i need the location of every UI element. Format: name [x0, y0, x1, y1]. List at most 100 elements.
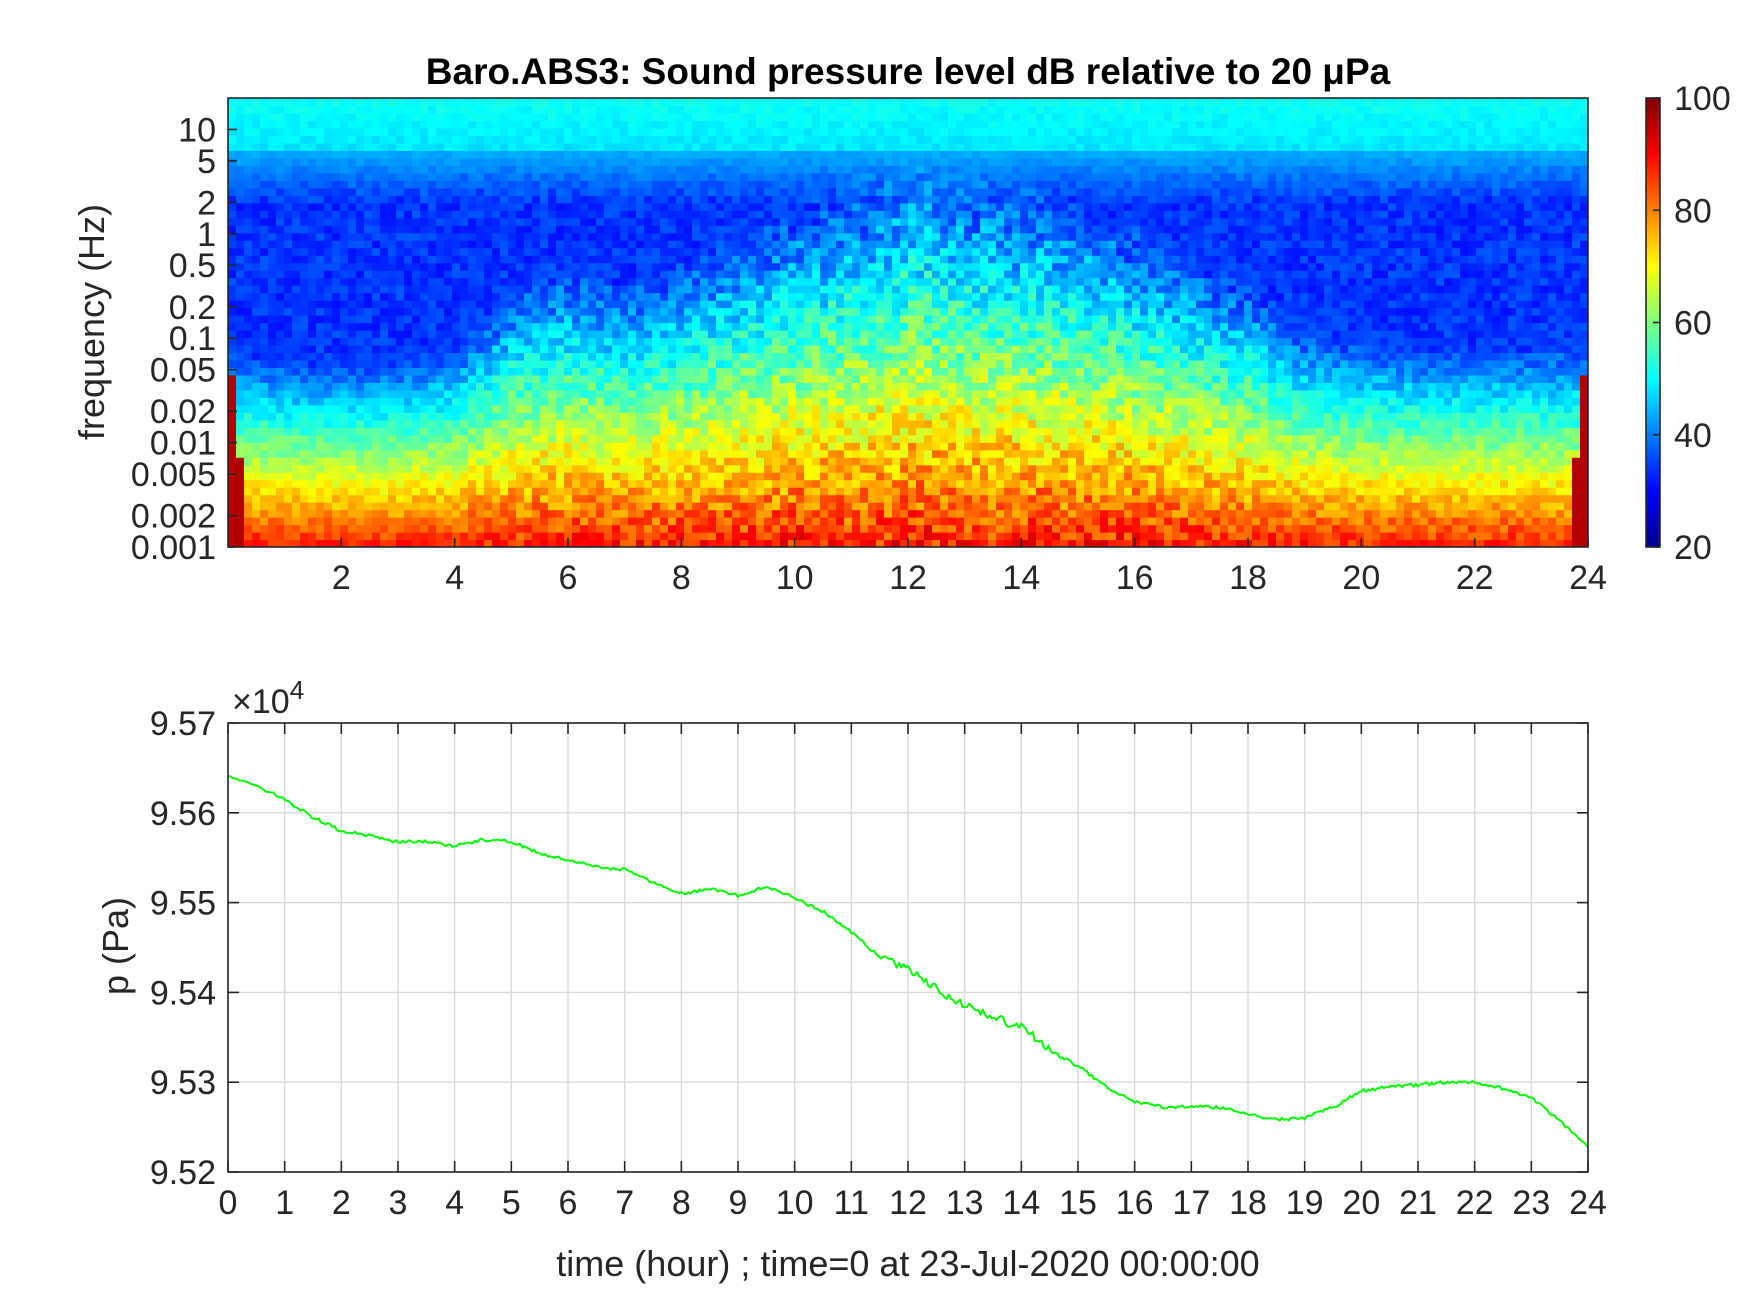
spectrogram-cell: [588, 292, 597, 301]
spectrogram-cell: [380, 502, 389, 511]
spectrogram-cell: [796, 247, 805, 256]
spectrogram-cell: [540, 300, 549, 309]
spectrogram-cell: [452, 202, 461, 211]
spectrogram-cell: [740, 322, 749, 331]
spectrogram-cell: [628, 225, 637, 234]
spectrogram-cell: [532, 232, 541, 241]
spectrogram-cell: [364, 449, 373, 458]
spectrogram-cell: [820, 270, 829, 279]
spectrogram-cell: [300, 337, 309, 346]
spectrogram-cell: [540, 502, 549, 511]
spectrogram-cell: [604, 127, 613, 137]
spectrogram-cell: [700, 240, 709, 249]
spectrogram-cell: [748, 172, 757, 181]
spectrogram-cell: [236, 202, 245, 211]
spectrogram-cell: [436, 337, 445, 346]
spectrogram-cell: [348, 479, 357, 488]
spectrogram-cell: [828, 98, 837, 107]
spectrogram-cell: [724, 240, 733, 249]
spectrogram-cell: [420, 270, 429, 279]
spectrogram-cell: [884, 442, 893, 451]
spectrogram-cell: [332, 397, 341, 406]
spectrogram-cell: [348, 142, 357, 151]
spectrogram-cell: [420, 479, 429, 488]
spectrogram-cell: [652, 539, 661, 547]
spectrogram-cell: [660, 434, 669, 443]
spectrogram-cell: [596, 532, 605, 541]
spectrogram-cell: [348, 374, 357, 383]
spectrogram-cell: [268, 397, 277, 406]
spectrogram-cell: [852, 374, 861, 383]
spectrogram-cell: [292, 352, 301, 361]
spectrogram-cell: [500, 517, 509, 526]
spectrogram-cell: [620, 300, 629, 309]
spectrogram-cell: [692, 300, 701, 309]
spectrogram-cell: [884, 300, 893, 309]
spectrogram-cell: [268, 374, 277, 383]
spectrogram-cell: [804, 98, 813, 107]
spectrogram-cell: [868, 524, 877, 533]
spectrogram-cell: [732, 285, 741, 294]
spectrogram-cell: [228, 517, 237, 526]
spectrogram-cell: [452, 240, 461, 249]
spectrogram-cell: [636, 427, 645, 436]
spectrogram-cell: [836, 397, 845, 406]
spectrogram-cell: [484, 195, 493, 204]
spectrogram-cell: [372, 427, 381, 436]
spectrogram-cell: [252, 442, 261, 451]
spectrogram-cell: [276, 517, 285, 526]
spectrogram-cell: [604, 165, 613, 174]
spectrogram-cell: [516, 105, 525, 114]
spectrogram-cell: [676, 427, 685, 436]
spectrogram-cell: [548, 150, 557, 159]
spectrogram-cell: [708, 434, 717, 443]
spectrogram-cell: [764, 329, 773, 339]
spectrogram-cell: [436, 195, 445, 204]
spectrogram-cell: [860, 120, 869, 129]
spectrogram-cell: [676, 300, 685, 309]
spectrogram-cell: [740, 337, 749, 346]
spectrogram-cell: [572, 442, 581, 451]
spectrogram-cell: [492, 419, 501, 428]
spectrogram-cell: [628, 247, 637, 256]
spectrogram-cell: [348, 404, 357, 413]
spectrogram-cell: [340, 120, 349, 129]
spectrogram-cell: [292, 449, 301, 458]
spectrogram-cell: [404, 337, 413, 346]
spectrogram-cell: [356, 255, 365, 264]
spectrogram-cell: [276, 98, 285, 107]
spectrogram-cell: [564, 165, 573, 174]
spectrogram-cell: [292, 509, 301, 518]
spectrogram-cell: [740, 120, 749, 129]
spectrogram-cell: [492, 142, 501, 151]
spectrogram-cell: [396, 202, 405, 211]
spectrogram-cell: [284, 509, 293, 518]
spectrogram-cell: [580, 142, 589, 151]
spectrogram-cell: [740, 404, 749, 413]
spectrogram-cell: [708, 382, 717, 391]
spectrogram-cell: [612, 292, 621, 301]
spectrogram-cell: [828, 172, 837, 181]
spectrogram-cell: [684, 300, 693, 309]
spectrogram-cell: [388, 165, 397, 174]
spectrogram-cell: [652, 449, 661, 458]
spectrogram-cell: [612, 255, 621, 264]
spectrogram-cell: [564, 135, 573, 144]
spectrogram-title: Baro.ABS3: Sound pressure level dB relat…: [426, 51, 1391, 92]
spectrogram-cell: [588, 509, 597, 518]
spectrogram-cell: [804, 187, 813, 196]
spectrogram-cell: [380, 427, 389, 436]
spectrogram-cell: [852, 285, 861, 294]
spectrogram-cell: [740, 172, 749, 181]
spectrogram-cell: [348, 105, 357, 114]
spectrogram-cell: [508, 150, 517, 159]
spectrogram-cell: [876, 232, 885, 241]
spectrogram-cell: [284, 464, 293, 473]
spectrogram-cell: [276, 195, 285, 204]
spectrogram-cell: [564, 367, 573, 376]
spectrogram-cell: [428, 165, 437, 174]
spectrogram-cell: [580, 150, 589, 159]
spectrogram-cell: [612, 449, 621, 458]
spectrogram-cell: [348, 457, 357, 466]
spectrogram-cell: [260, 165, 269, 174]
